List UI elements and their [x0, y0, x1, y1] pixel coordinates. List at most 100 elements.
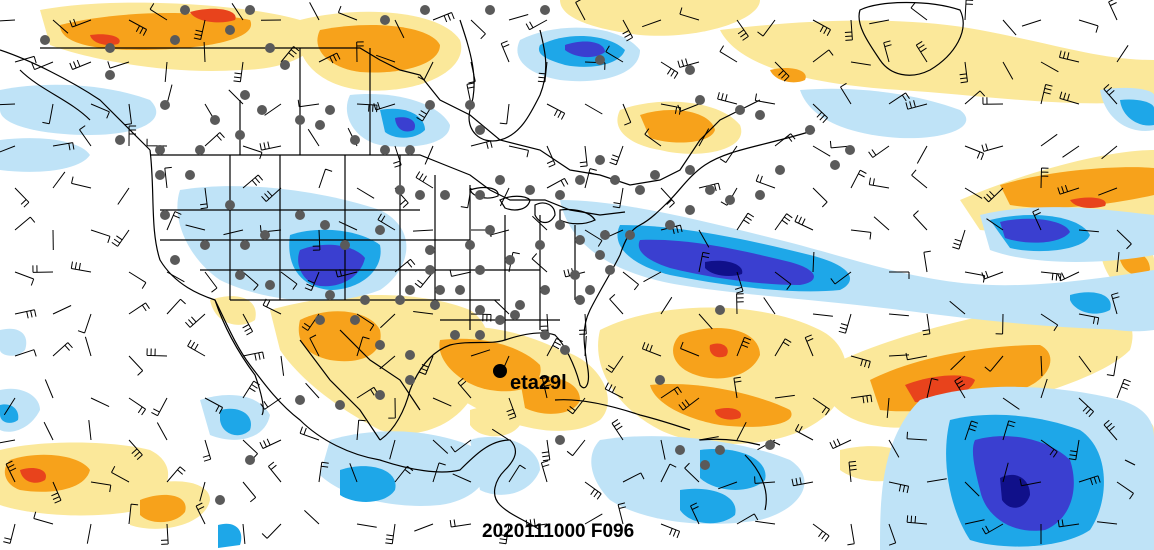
wind-barb: [128, 125, 137, 147]
wind-barb: [889, 271, 910, 279]
wind-barb: [926, 478, 947, 483]
wind-barb: [1040, 84, 1053, 105]
wind-barb: [84, 336, 92, 357]
wind-barb: [605, 355, 624, 373]
wind-barb: [913, 210, 928, 231]
wind-barb: [617, 502, 627, 525]
station-dot: [155, 145, 165, 155]
station-dot: [405, 350, 415, 360]
wind-barb: [261, 523, 282, 539]
wind-barb: [850, 229, 872, 240]
wind-barb: [1103, 419, 1118, 441]
wind-barb: [470, 19, 486, 40]
station-dot: [465, 240, 475, 250]
wind-barb: [33, 511, 54, 525]
wind-barb: [70, 261, 92, 273]
station-dot: [575, 295, 585, 305]
station-dot: [425, 100, 435, 110]
wind-barb: [888, 313, 909, 317]
wind-barb: [260, 397, 282, 410]
wind-barb: [774, 271, 792, 290]
wind-barb: [736, 513, 759, 525]
wind-barb: [1002, 420, 1016, 441]
station-dot: [465, 100, 475, 110]
wind-barb: [280, 271, 298, 290]
wind-barb: [42, 103, 54, 125]
wind-barb: [604, 382, 624, 399]
wind-barb: [124, 103, 132, 126]
wind-barb: [916, 145, 928, 164]
station-dot: [210, 115, 220, 125]
wind-barb: [424, 145, 434, 165]
wind-barb: [1111, 292, 1120, 315]
wind-barb: [794, 424, 814, 441]
wind-barb: [5, 460, 17, 483]
wind-barb: [622, 19, 634, 42]
wind-barb: [79, 125, 92, 147]
station-dot: [360, 295, 370, 305]
wind-barb: [432, 439, 449, 454]
wind-barb: [678, 397, 700, 411]
wind-barb: [309, 2, 320, 21]
wind-barb: [90, 229, 111, 244]
wind-barb: [910, 2, 928, 21]
station-dot: [185, 170, 195, 180]
wind-barb: [90, 397, 110, 408]
station-dot: [495, 175, 505, 185]
wind-barb: [268, 461, 282, 483]
wind-barb: [1078, 397, 1094, 418]
station-dot: [240, 90, 250, 100]
wind-barb: [1108, 0, 1118, 21]
wind-barb: [305, 382, 320, 399]
station-dot: [635, 185, 645, 195]
wind-barb: [69, 59, 92, 70]
wind-barb: [566, 397, 586, 415]
wind-barb: [1116, 252, 1120, 273]
wind-barb: [622, 271, 639, 291]
wind-barb: [848, 460, 857, 483]
station-dot: [395, 295, 405, 305]
wind-barb: [14, 271, 35, 286]
wind-barb: [952, 229, 966, 250]
wind-barb: [199, 481, 206, 502]
station-dot: [380, 145, 390, 155]
station-dot: [650, 170, 660, 180]
wind-barb: [90, 481, 112, 493]
wind-barb: [280, 355, 285, 376]
wind-barb: [450, 439, 472, 453]
wind-barb: [888, 439, 900, 458]
wind-barb: [508, 14, 529, 21]
wind-barb: [1062, 145, 1080, 158]
wind-barb: [52, 305, 72, 315]
station-dot: [405, 375, 415, 385]
wind-barb: [677, 58, 700, 68]
wind-barb: [166, 211, 182, 231]
wind-barb: [242, 481, 257, 503]
wind-barb: [416, 103, 434, 122]
wind-barb: [922, 313, 931, 336]
wind-barb: [622, 103, 632, 126]
station-dot: [200, 240, 210, 250]
wind-barb: [949, 300, 966, 315]
wind-barb: [164, 166, 172, 189]
wind-barb: [394, 465, 414, 483]
wind-barb: [128, 503, 139, 525]
station-dot: [315, 315, 325, 325]
wind-barb: [69, 18, 92, 28]
station-dot: [595, 55, 605, 65]
wind-barb: [698, 128, 710, 147]
wind-barb: [680, 341, 700, 357]
wind-barb: [1057, 184, 1080, 195]
wind-barb: [1019, 478, 1042, 487]
wind-barb: [432, 462, 446, 483]
wind-barb: [309, 334, 320, 357]
wind-barb: [736, 336, 752, 357]
wind-barb: [546, 177, 569, 189]
station-dot: [560, 345, 570, 355]
wind-barb: [376, 54, 396, 63]
station-dot: [685, 65, 695, 75]
wind-barb: [418, 355, 434, 375]
station-dot: [340, 240, 350, 250]
